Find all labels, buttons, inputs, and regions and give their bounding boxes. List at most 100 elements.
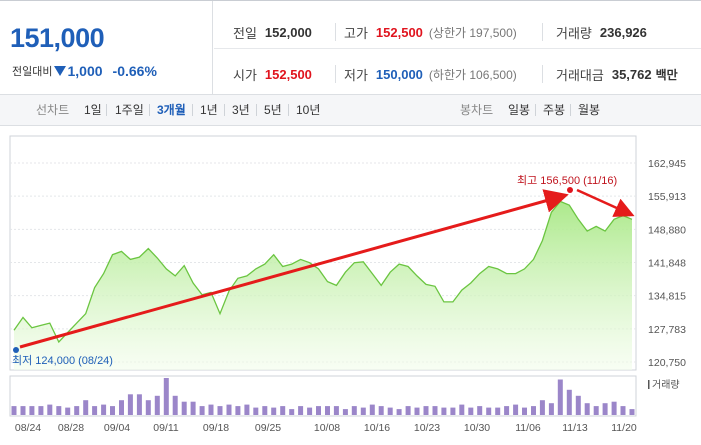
period-3m[interactable]: 3개월 [157,103,186,117]
open-label: 시가 [233,67,257,83]
volume-bar [74,406,80,415]
volume-bar [172,395,178,415]
volume-bar [593,406,599,415]
volume-bar [504,406,510,415]
price-area [14,201,632,370]
volume-bar [127,394,133,415]
y-tick-label: 141,848 [648,258,686,270]
volume-bar [136,394,142,415]
prev-close-label: 전일 [233,25,257,41]
volume-bar [325,406,330,415]
x-tick-label: 10/16 [364,422,390,434]
volume-bar [316,406,321,415]
volume-bar [208,404,214,415]
volume-bar [217,406,223,415]
volume-legend: 거래량 [652,379,680,391]
x-tick-label: 09/18 [203,422,229,434]
trade-amount: 거래대금 35,762 백만 [556,64,678,84]
low-label: 저가 [344,67,368,83]
change-label: 전일대비 [12,66,53,78]
open-price: 시가 152,500 [233,64,312,84]
volume-bar [522,407,527,415]
period-1d[interactable]: 1일 [84,103,102,117]
x-tick-label: 09/11 [153,422,179,434]
x-tick-label: 08/28 [58,422,84,434]
period-divider [288,104,289,116]
volume-bar [414,407,420,415]
period-divider [224,104,225,116]
volume-bar [351,406,357,415]
volume-bar [423,406,429,415]
trend-arrow [19,189,569,349]
volume-bar [548,403,554,415]
prev-close-value: 152,000 [264,24,312,40]
volume-value: 236,926 [599,24,647,40]
volume-bar [396,409,402,415]
x-axis-labels: 08/24 08/28 09/04 09/11 09/18 09/25 10/08 10/16… [15,422,637,434]
x-tick-label: 09/25 [255,422,281,434]
volume-bar [110,406,115,415]
col-divider [542,23,543,41]
volume-bar [47,404,53,415]
y-tick-label: 127,783 [648,324,686,336]
volume-bars [11,378,635,415]
period-5y[interactable]: 5년 [264,103,282,117]
period-1w[interactable]: 1주일 [115,103,144,117]
volume-bar [620,406,626,415]
volume-bar [101,404,107,415]
volume-bar [369,404,375,415]
volume-bar [611,401,617,415]
low-value: 150,000 [375,66,423,82]
col-divider [542,65,543,83]
volume-bar [38,406,44,415]
period-divider [570,104,571,116]
volume-bar [83,400,89,415]
volume-bar [539,400,545,415]
amount-value: 35,762 [611,66,652,82]
x-tick-label: 11/20 [611,422,637,434]
volume-plot-frame [9,375,637,417]
amount-label: 거래대금 [556,67,604,83]
volume-bar [119,400,124,415]
volume-bar [271,407,277,415]
volume-bar [387,407,393,415]
candle-chart-label: 봉차트 [460,103,494,117]
period-10y[interactable]: 10년 [296,103,321,117]
change-amount: 1,000 [67,63,103,79]
volume-bar [244,404,250,415]
volume-bar [629,409,635,415]
period-3y[interactable]: 3년 [232,103,250,117]
volume: 거래량 236,926 [556,22,647,42]
trend-arrow-down [576,188,635,217]
y-tick-label: 155,913 [648,191,686,203]
candle-daily[interactable]: 일봉 [508,103,531,117]
price-chart: 162,945 155,913 148,880 141,848 134,815 127,7… [9,135,686,434]
volume-bar [199,406,205,415]
volume-bar [602,403,608,415]
volume-bar [360,407,366,415]
price-line [13,200,633,344]
volume-bar [495,407,501,415]
period-divider [106,104,107,116]
volume-bar [289,409,295,415]
volume-bar [92,406,98,415]
candle-weekly[interactable]: 주봉 [543,103,566,117]
volume-legend-marker [648,380,650,389]
period-1y[interactable]: 1년 [200,103,218,117]
volume-bar [226,404,232,415]
change-row: 전일대비 1,000 -0.66% [12,63,157,79]
volume-bar [468,407,474,415]
row-divider [214,48,701,49]
volume-bar [298,406,304,415]
high-value: 152,500 [375,24,423,40]
volume-bar [163,378,169,415]
volume-bar [486,407,492,415]
volume-bar [235,406,241,415]
candle-monthly[interactable]: 월봉 [578,103,601,117]
prev-close: 전일 152,000 [233,22,312,42]
volume-bar [432,406,438,415]
volume-bar [20,406,26,415]
volume-bar [56,406,62,415]
y-tick-label: 162,945 [648,158,686,170]
volume-bar [513,404,519,415]
